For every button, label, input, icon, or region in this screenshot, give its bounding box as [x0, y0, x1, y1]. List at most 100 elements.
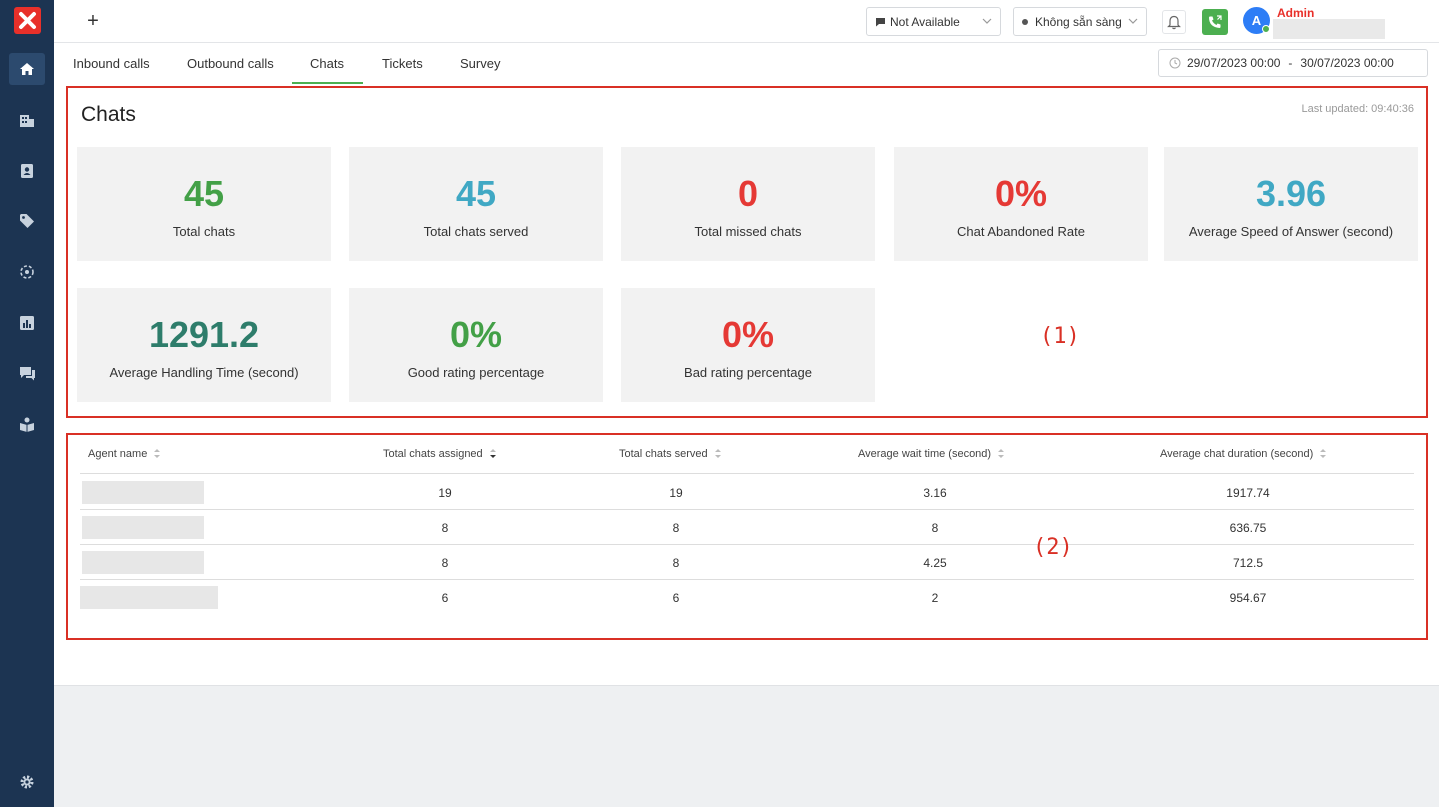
cell-average-wait-time: 2 [931, 591, 939, 605]
stat-card-bad-rating-percentage: 0% Bad rating percentage [621, 288, 875, 402]
top-bar: + Not Available Không sẵn sàng A Admin [54, 0, 1439, 43]
column-header-average-chat-duration[interactable]: Average chat duration (second) [1160, 447, 1327, 460]
settings-gear-icon[interactable] [9, 766, 45, 798]
stat-value: 45 [455, 173, 497, 214]
page-title: Chats [81, 103, 136, 126]
column-header-average-wait-time[interactable]: Average wait time (second) [858, 447, 1005, 460]
sort-icon [1320, 449, 1327, 458]
phone-call-button[interactable] [1202, 9, 1228, 35]
cell-total-chats-served: 8 [672, 556, 680, 570]
column-header-label: Average wait time (second) [858, 447, 992, 460]
tab-survey[interactable]: Survey [460, 56, 501, 71]
stat-card-total-chats-served: 45 Total chats served [349, 147, 603, 261]
status-select-value: Not Available [890, 14, 960, 29]
stat-card-chat-abandoned-rate: 0% Chat Abandoned Rate [894, 147, 1148, 261]
column-header-agent-name[interactable]: Agent name [88, 447, 161, 460]
stat-label: Total missed chats [694, 224, 802, 239]
cell-average-wait-time: 3.16 [923, 486, 947, 500]
add-button[interactable]: + [87, 10, 99, 32]
knowledge-base-icon[interactable] [9, 408, 45, 440]
last-updated-label: Last updated: 09:40:36 [1301, 103, 1414, 115]
stat-value: 3.96 [1255, 173, 1327, 214]
cell-average-chat-duration: 636.75 [1229, 521, 1267, 535]
cell-total-chats-assigned: 6 [441, 591, 449, 605]
home-icon[interactable] [9, 53, 45, 85]
cell-total-chats-served: 8 [672, 521, 680, 535]
agent-name-redacted [82, 516, 204, 539]
chevron-down-icon [1128, 18, 1138, 24]
contact-card-icon[interactable] [9, 155, 45, 187]
table-header-row: Agent name Total chats assigned Total ch… [80, 438, 1414, 474]
building-icon[interactable] [9, 104, 45, 136]
notification-bell-icon[interactable] [1162, 10, 1186, 34]
date-from: 29/07/2023 00:00 [1187, 56, 1281, 70]
stat-label: Bad rating percentage [684, 365, 812, 380]
sort-desc-icon [489, 449, 496, 458]
tab-inbound-calls[interactable]: Inbound calls [73, 56, 150, 71]
stat-label: Total chats [172, 224, 236, 239]
stat-card-average-handling-time: 1291.2 Average Handling Time (second) [77, 288, 331, 402]
message-flag-icon [876, 17, 885, 26]
stat-card-total-missed-chats: 0 Total missed chats [621, 147, 875, 261]
date-to: 30/07/2023 00:00 [1300, 56, 1394, 70]
phone-icon [1209, 15, 1222, 28]
stat-value: 0% [721, 314, 775, 355]
chevron-down-icon [982, 18, 992, 24]
date-separator: - [1288, 56, 1293, 70]
cell-total-chats-assigned: 8 [441, 521, 449, 535]
column-header-total-chats-assigned[interactable]: Total chats assigned [383, 447, 497, 460]
stat-label: Good rating percentage [407, 365, 545, 380]
stat-label: Average Speed of Answer (second) [1188, 224, 1394, 239]
table-row: 19 19 3.16 1917.74 [80, 475, 1414, 510]
stat-value: 0 [737, 173, 759, 214]
target-icon[interactable] [9, 256, 45, 288]
user-email-redacted [1273, 19, 1385, 39]
column-header-label: Average chat duration (second) [1160, 447, 1314, 460]
cell-total-chats-assigned: 8 [441, 556, 449, 570]
date-range-picker[interactable]: 29/07/2023 00:00 - 30/07/2023 00:00 [1158, 49, 1428, 77]
column-header-total-chats-served[interactable]: Total chats served [619, 447, 722, 460]
presence-dot-icon [1022, 18, 1028, 25]
table-row: 6 6 2 954.67 [80, 580, 1414, 615]
presence-select[interactable]: Không sẵn sàng [1013, 7, 1147, 36]
status-select[interactable]: Not Available [866, 7, 1001, 36]
stat-card-total-chats: 45 Total chats [77, 147, 331, 261]
sort-icon [154, 449, 161, 458]
table-row: 8 8 4.25 712.5 [80, 545, 1414, 580]
app-logo[interactable] [14, 7, 41, 34]
stat-value: 0% [994, 173, 1048, 214]
stat-value: 1291.2 [148, 314, 260, 355]
annotation-label-1: (1) [1040, 324, 1080, 349]
cell-average-chat-duration: 954.67 [1229, 591, 1267, 605]
annotation-box-1 [66, 86, 1428, 418]
stat-value: 45 [183, 173, 225, 214]
cell-average-chat-duration: 712.5 [1232, 556, 1264, 570]
stat-value: 0% [449, 314, 503, 355]
table-row: 8 8 8 636.75 [80, 510, 1414, 545]
tab-tickets[interactable]: Tickets [382, 56, 423, 71]
tag-icon[interactable] [9, 205, 45, 237]
chat-bubbles-icon[interactable] [9, 357, 45, 389]
tab-chats[interactable]: Chats [310, 56, 344, 71]
stat-card-good-rating-percentage: 0% Good rating percentage [349, 288, 603, 402]
agent-name-redacted [82, 481, 204, 504]
stat-label: Total chats served [423, 224, 529, 239]
report-chart-icon[interactable] [9, 307, 45, 339]
active-tab-indicator [292, 82, 363, 84]
column-header-label: Agent name [88, 447, 148, 460]
annotation-label-2: (2) [1033, 535, 1073, 560]
stat-label: Chat Abandoned Rate [957, 224, 1085, 239]
cell-average-chat-duration: 1917.74 [1226, 486, 1270, 500]
sort-icon [998, 449, 1005, 458]
stat-card-average-speed-of-answer: 3.96 Average Speed of Answer (second) [1164, 147, 1418, 261]
cell-average-wait-time: 4.25 [923, 556, 947, 570]
agent-name-redacted [80, 586, 218, 609]
annotation-box-2 [66, 433, 1428, 640]
cell-total-chats-served: 6 [672, 591, 680, 605]
agent-name-redacted [82, 551, 204, 574]
tab-outbound-calls[interactable]: Outbound calls [187, 56, 274, 71]
column-header-label: Total chats assigned [383, 447, 483, 460]
user-name[interactable]: Admin [1277, 6, 1315, 20]
cell-total-chats-assigned: 19 [438, 486, 452, 500]
column-header-label: Total chats served [619, 447, 708, 460]
